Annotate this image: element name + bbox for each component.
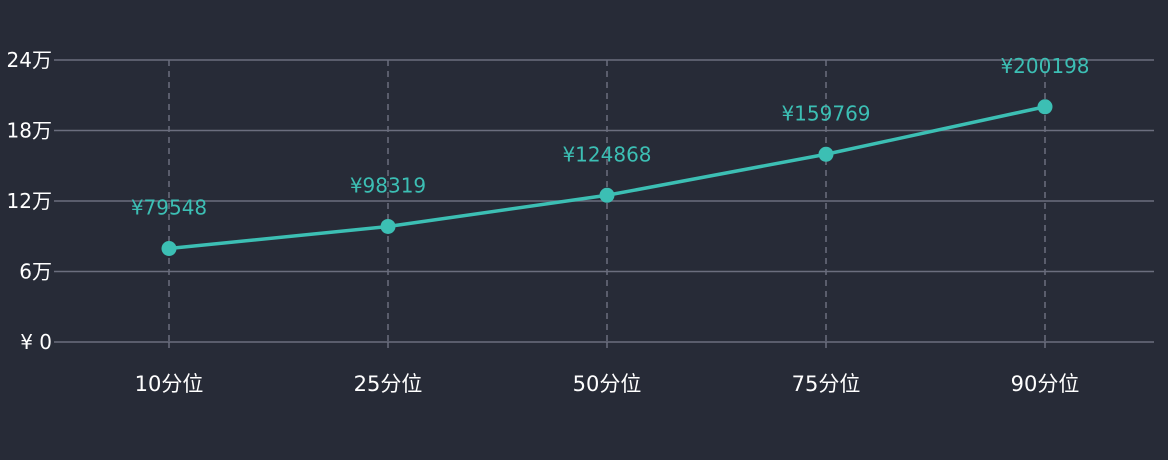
x-tick-label: 75分位 (792, 372, 861, 396)
x-tick-label: 25分位 (354, 372, 423, 396)
y-tick-label: 24万 (7, 48, 52, 72)
x-tick-label: 10分位 (135, 372, 204, 396)
data-label: ¥124868 (562, 142, 651, 166)
y-tick-label: 6万 (19, 260, 52, 284)
data-point[interactable] (161, 241, 177, 257)
data-label: ¥159769 (781, 101, 870, 125)
data-labels: ¥79548 ¥98319 ¥124868 ¥159769 ¥200198 (131, 54, 1090, 220)
data-label: ¥98319 (350, 173, 426, 197)
data-label: ¥79548 (131, 196, 207, 220)
data-points (161, 99, 1053, 257)
y-axis-ticks: ¥ 0 6万 12万 18万 24万 (7, 48, 60, 354)
y-tick-label: ¥ 0 (20, 330, 52, 354)
data-point[interactable] (1037, 99, 1053, 115)
y-tick-label: 18万 (7, 119, 52, 143)
x-tick-label: 90分位 (1011, 372, 1080, 396)
x-axis-ticks: 10分位 25分位 50分位 75分位 90分位 (135, 342, 1080, 396)
data-point[interactable] (380, 218, 396, 234)
data-point[interactable] (599, 187, 615, 203)
data-point[interactable] (818, 146, 834, 162)
x-tick-label: 50分位 (573, 372, 642, 396)
y-tick-label: 12万 (7, 189, 52, 213)
data-label: ¥200198 (1000, 54, 1089, 78)
